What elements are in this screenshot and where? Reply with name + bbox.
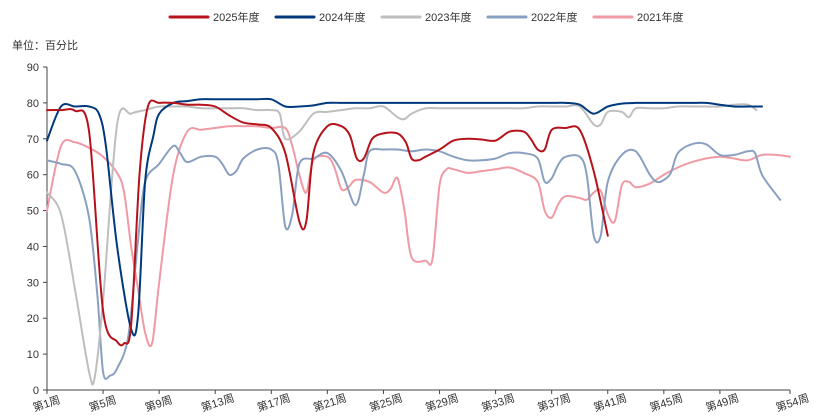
x-tick-label: 第17周 [255, 391, 292, 415]
series-line-2023年度 [46, 103, 758, 386]
y-tick-label: 10 [27, 349, 39, 361]
x-tick-label: 第45周 [648, 391, 685, 415]
y-tick-label: 60 [27, 170, 39, 182]
legend-label: 2023年度 [425, 10, 471, 24]
y-tick-label: 70 [27, 134, 39, 146]
y-tick-label: 20 [27, 313, 39, 325]
x-tick-label: 第21周 [311, 391, 348, 415]
y-tick-label: 80 [27, 98, 39, 110]
chart-series [46, 97, 791, 386]
legend-item[interactable]: 2025年度 [168, 10, 259, 24]
x-tick-label: 第37周 [536, 391, 573, 415]
x-tick-label: 第54周 [774, 391, 811, 415]
x-tick-label: 第25周 [367, 391, 404, 415]
x-tick-label: 第13周 [199, 391, 236, 415]
legend-item[interactable]: 2023年度 [380, 10, 471, 24]
y-tick-label: 0 [33, 385, 39, 397]
legend-label: 2022年度 [531, 10, 577, 24]
legend-item[interactable]: 2022年度 [486, 10, 577, 24]
y-tick-label: 90 [27, 62, 39, 74]
legend-label: 2025年度 [213, 10, 259, 24]
legend-item[interactable]: 2024年度 [274, 10, 365, 24]
x-tick-label: 第33周 [479, 391, 516, 415]
x-tick-label: 第29周 [423, 391, 460, 415]
legend-item[interactable]: 2021年度 [592, 10, 683, 24]
series-line-2022年度 [46, 141, 782, 380]
legend-label: 2021年度 [637, 10, 683, 24]
x-tick-label: 第5周 [87, 392, 118, 414]
chart-legend: 2025年度 2024年度 2023年度 2022年度 2021年度 [168, 10, 683, 24]
series-line-2025年度 [46, 99, 609, 347]
unit-label: 单位：百分比 [12, 38, 78, 52]
x-tick-label: 第9周 [143, 392, 174, 414]
series-line-2024年度 [46, 97, 763, 337]
legend-label: 2024年度 [319, 10, 365, 24]
x-tick-label: 第49周 [704, 391, 741, 415]
y-tick-label: 40 [27, 241, 39, 253]
y-tick-label: 50 [27, 206, 39, 218]
y-tick-label: 30 [27, 277, 39, 289]
x-tick-label: 第41周 [592, 391, 629, 415]
series-line-2021年度 [46, 125, 791, 348]
